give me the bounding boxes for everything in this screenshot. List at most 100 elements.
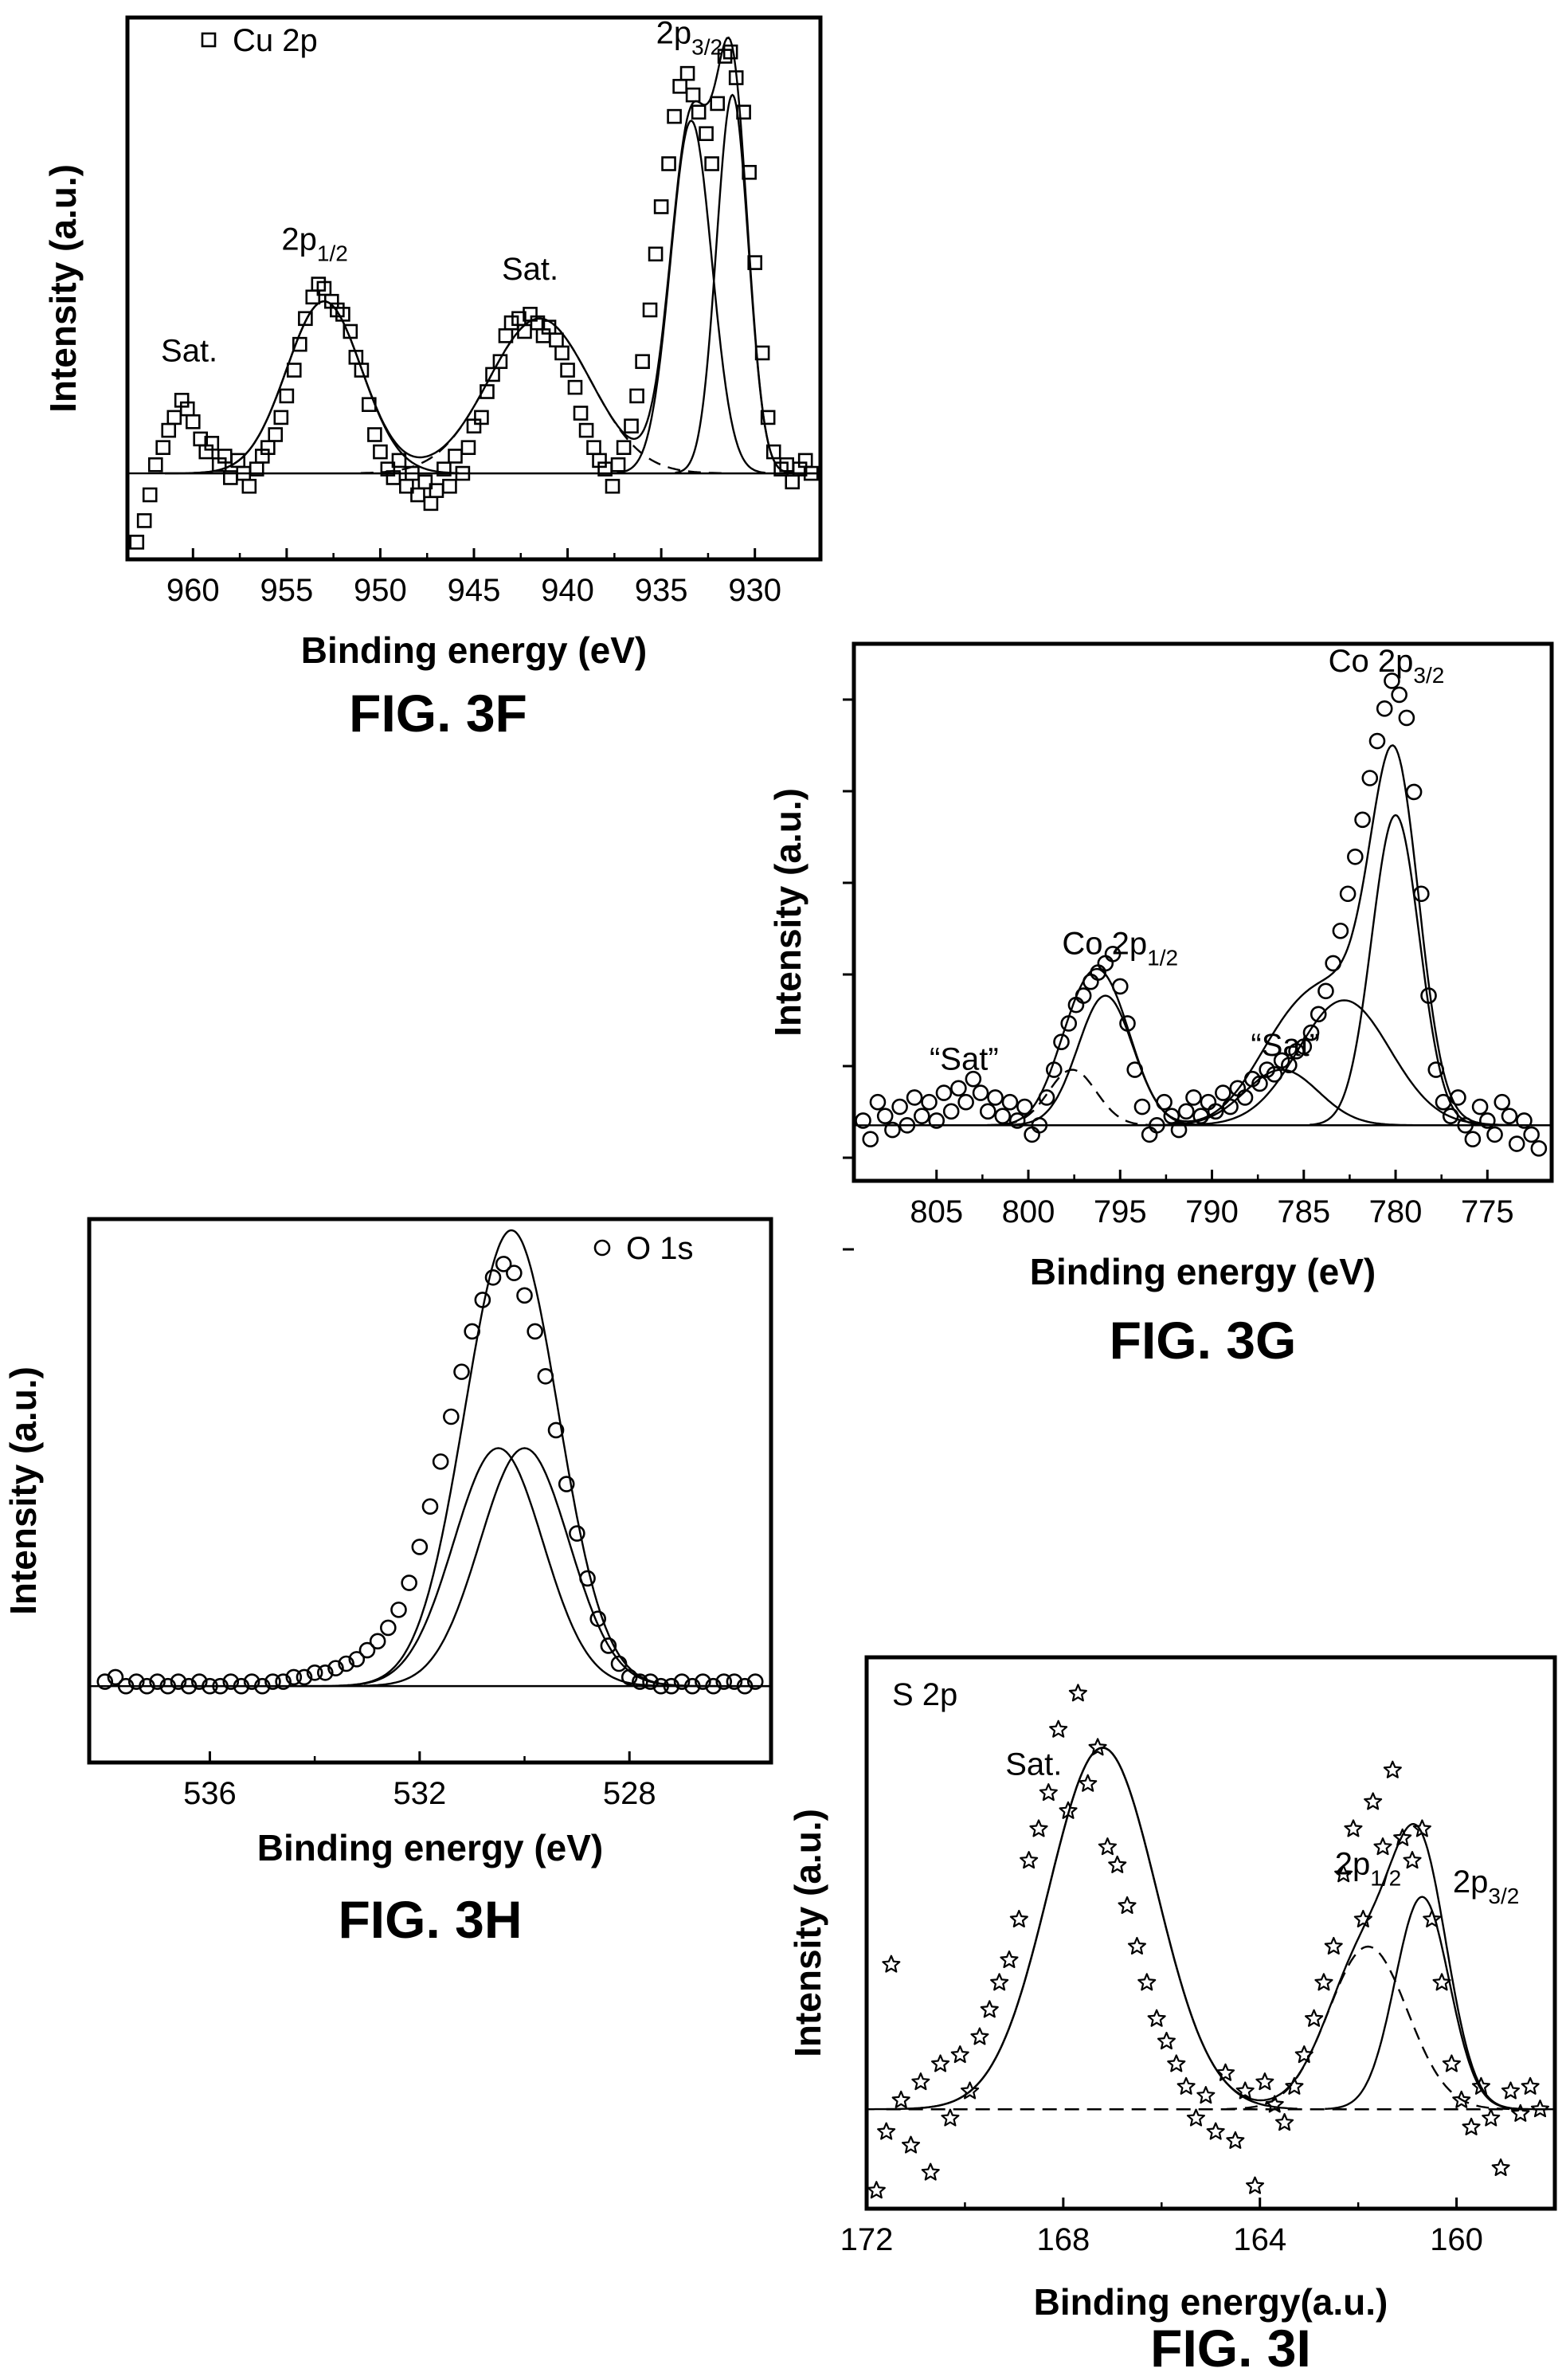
- x-tick-label: 536: [183, 1776, 237, 1811]
- data-point: [306, 1664, 323, 1681]
- data-point: [667, 108, 682, 124]
- x-axis-label: Binding energy(a.u.): [1034, 2281, 1388, 2323]
- data-point: [1163, 1108, 1180, 1124]
- data-point: [1176, 2076, 1196, 2095]
- data-point: [1471, 1098, 1489, 1116]
- data-point: [1200, 1093, 1217, 1111]
- data-point: [672, 79, 687, 94]
- data-point: [746, 1673, 764, 1690]
- data-point: [343, 323, 358, 339]
- data-point: [253, 1677, 271, 1695]
- data-point: [286, 363, 302, 378]
- data-point: [1215, 1084, 1231, 1101]
- data-point: [1457, 1116, 1474, 1134]
- data-point: [1384, 672, 1400, 689]
- y-axis-label: Intensity (a.u.): [42, 164, 84, 413]
- data-point: [549, 332, 564, 348]
- data-point: [661, 156, 676, 171]
- fit-envelope: [854, 744, 1552, 1127]
- data-point: [474, 1292, 491, 1308]
- data-point: [1029, 1819, 1048, 1837]
- fit-component-1: [189, 300, 460, 474]
- data-point: [567, 379, 583, 395]
- data-point: [292, 336, 307, 352]
- data-point: [1530, 1140, 1548, 1157]
- data-point: [1413, 885, 1430, 903]
- data-point: [569, 1525, 585, 1542]
- data-point: [941, 2108, 960, 2127]
- data-point: [679, 65, 695, 81]
- data-point: [913, 1108, 930, 1124]
- data-point: [722, 44, 738, 60]
- data-point: [1137, 1973, 1157, 1991]
- data-point: [1364, 1792, 1383, 1810]
- data-point: [298, 311, 313, 327]
- data-point: [911, 2072, 930, 2091]
- fit-envelope: [89, 1229, 771, 1688]
- data-point: [498, 328, 514, 343]
- data-point: [335, 307, 350, 322]
- peak-annotation: Sat.: [161, 334, 217, 369]
- peak-annotation: 2p3/2: [656, 15, 722, 59]
- data-point: [1383, 1760, 1402, 1778]
- data-point: [1157, 2032, 1176, 2050]
- data-point: [642, 302, 658, 318]
- data-point: [882, 1955, 901, 1973]
- data-point: [1325, 955, 1341, 972]
- legend-label: O 1s: [626, 1231, 693, 1266]
- x-tick-label: 780: [1369, 1194, 1423, 1229]
- data-point: [1334, 1864, 1353, 1883]
- data-point: [273, 410, 289, 425]
- data-point: [410, 487, 425, 503]
- data-point: [1354, 811, 1371, 829]
- data-point: [1324, 1936, 1343, 1955]
- data-point: [1368, 732, 1386, 750]
- data-point: [523, 307, 538, 322]
- data-point: [484, 1268, 502, 1286]
- x-axis-label: Binding energy (eV): [257, 1827, 603, 1868]
- data-point: [742, 164, 757, 180]
- data-point: [170, 1673, 187, 1690]
- data-point: [573, 406, 589, 421]
- data-point: [202, 1677, 218, 1695]
- data-point: [117, 1677, 135, 1695]
- peak-annotation: Sat.: [1005, 1747, 1062, 1782]
- chart-3f: 960 955 950 945 940 935 930 Binding energy (eV)…: [42, 15, 823, 743]
- data-point: [1133, 1098, 1151, 1116]
- data-point: [1127, 1936, 1146, 1955]
- data-point: [1391, 686, 1407, 704]
- data-point: [1295, 1038, 1313, 1055]
- data-point: [1285, 2076, 1304, 2095]
- data-point: [950, 1080, 967, 1097]
- data-point: [610, 1655, 628, 1672]
- data-point: [1471, 2076, 1490, 2095]
- data-point: [673, 1673, 691, 1690]
- data-point: [369, 1633, 386, 1650]
- data-point: [421, 1498, 439, 1515]
- data-point: [862, 1131, 879, 1148]
- legend-label: S 2p: [892, 1677, 957, 1712]
- data-point: [495, 1256, 512, 1272]
- data-series: [96, 1256, 764, 1695]
- data-point: [586, 440, 601, 455]
- y-axis-label: Intensity (a.u.): [787, 1809, 828, 2057]
- data-point: [1068, 1684, 1087, 1702]
- data-point: [1317, 982, 1334, 1000]
- plot-frame: [125, 15, 823, 562]
- data-point: [185, 414, 201, 429]
- x-tick-label: 955: [260, 573, 313, 608]
- data-point: [747, 255, 763, 270]
- data-point: [1031, 1116, 1048, 1134]
- x-tick-label: 785: [1277, 1194, 1330, 1229]
- data-point: [1088, 1738, 1107, 1756]
- data-point: [1435, 1093, 1452, 1111]
- data-point: [891, 2090, 910, 2108]
- data-point: [1281, 1057, 1298, 1074]
- data-point: [1008, 1112, 1026, 1129]
- data-point: [1192, 1108, 1209, 1124]
- data-point: [950, 2045, 969, 2064]
- data-point: [785, 474, 801, 490]
- data-point: [869, 1093, 887, 1111]
- data-point: [423, 496, 439, 512]
- data-point: [1486, 1126, 1503, 1143]
